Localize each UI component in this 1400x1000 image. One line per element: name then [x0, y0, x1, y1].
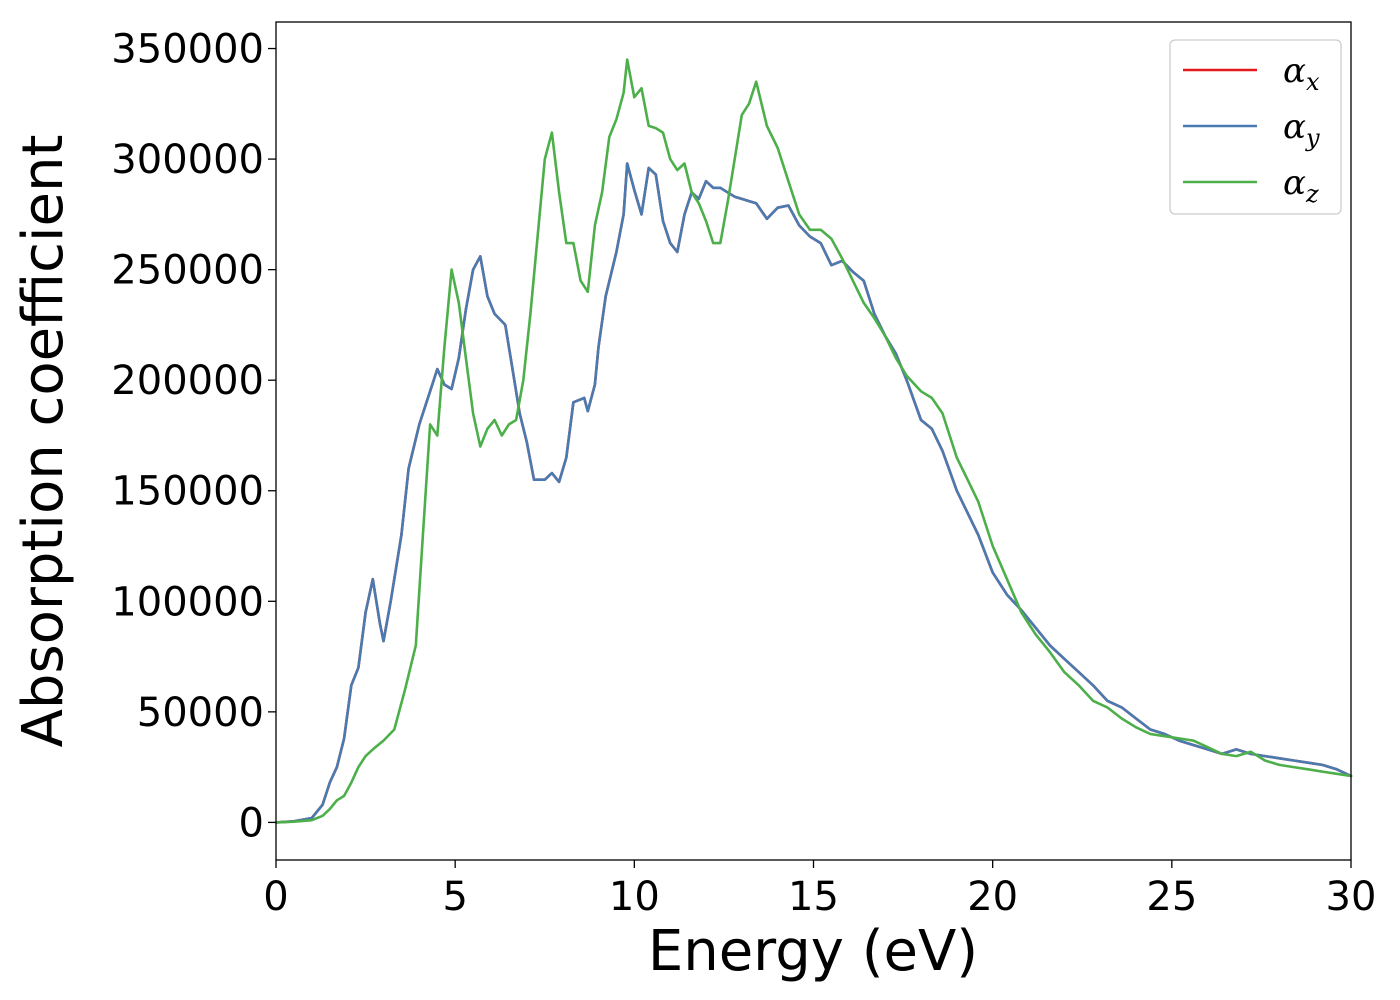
- series-layer: [274, 58, 1353, 824]
- series-line-y: [274, 162, 1353, 824]
- x-tick-label: 0: [263, 874, 288, 920]
- series-line-z: [274, 58, 1353, 824]
- y-tick-label: 0: [239, 800, 264, 846]
- x-axis-title: Energy (eV): [648, 919, 978, 984]
- y-tick-label: 150000: [111, 469, 264, 515]
- y-tick-label: 350000: [111, 27, 264, 73]
- y-tick-label: 200000: [111, 358, 264, 404]
- y-tick-label: 50000: [137, 690, 264, 736]
- x-tick-label: 10: [609, 874, 660, 920]
- y-tick-label: 300000: [111, 137, 264, 183]
- x-tick-label: 30: [1326, 874, 1377, 920]
- x-tick-label: 5: [442, 874, 467, 920]
- y-tick-label: 250000: [111, 248, 264, 294]
- series-line-x: [274, 162, 1353, 824]
- x-tick-label: 25: [1146, 874, 1197, 920]
- y-tick-label: 100000: [111, 579, 264, 625]
- x-axis-ticks: 0 5 10 15 20 25 30: [263, 860, 1376, 920]
- y-axis-ticks: 0 50000 100000 150000 200000 250000 300000 3500…: [111, 27, 276, 846]
- x-tick-label: 15: [788, 874, 839, 920]
- y-axis-title: Absorption coefficient: [11, 135, 76, 748]
- x-tick-label: 20: [967, 874, 1018, 920]
